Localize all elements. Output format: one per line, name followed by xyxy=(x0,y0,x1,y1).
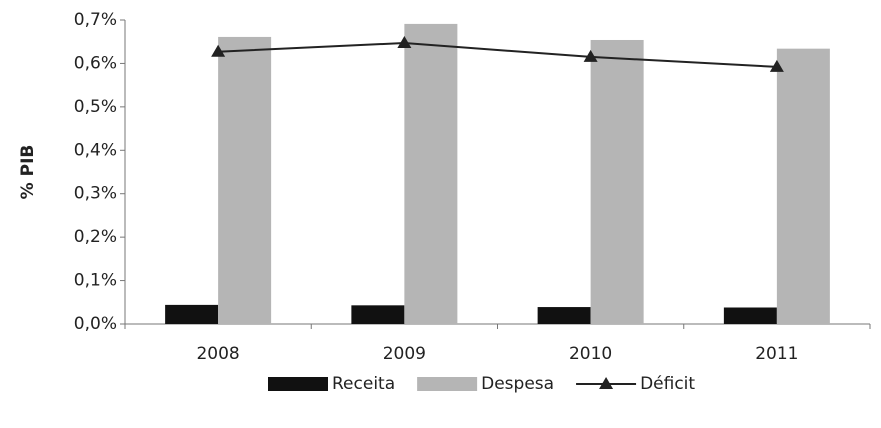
y-tick-label: 0,2% xyxy=(74,227,117,247)
y-tick-label: 0,6% xyxy=(74,53,117,73)
marker xyxy=(397,36,412,49)
marker xyxy=(211,44,226,57)
x-tick-label: 2010 xyxy=(569,344,612,364)
legend-label: Receita xyxy=(332,374,395,394)
y-tick-label: 0,4% xyxy=(74,140,117,160)
x-tick-label: 2009 xyxy=(383,344,426,364)
bar xyxy=(165,304,219,324)
bar xyxy=(590,39,644,324)
marker xyxy=(583,49,598,62)
y-tick-label: 0,0% xyxy=(74,314,117,334)
bar xyxy=(351,305,405,324)
legend-swatch xyxy=(417,377,478,391)
line xyxy=(218,42,777,68)
legend-label: Despesa xyxy=(481,374,554,394)
y-tick-label: 0,1% xyxy=(74,271,117,291)
legend-label: Déficit xyxy=(640,374,695,394)
y-tick-label: 0,3% xyxy=(74,184,117,204)
legend-swatch xyxy=(268,377,328,391)
x-tick-label: 2008 xyxy=(196,344,239,364)
y-axis-label: % PIB xyxy=(18,145,38,200)
y-tick-label: 0,5% xyxy=(74,97,117,117)
bar xyxy=(218,36,272,325)
bar xyxy=(723,307,777,324)
x-tick-label: 2011 xyxy=(755,344,798,364)
bar xyxy=(537,307,591,324)
y-tick-label: 0,7% xyxy=(74,10,117,30)
legend-marker xyxy=(599,377,614,389)
bar xyxy=(776,48,830,325)
bar xyxy=(404,23,458,325)
marker xyxy=(769,59,784,72)
